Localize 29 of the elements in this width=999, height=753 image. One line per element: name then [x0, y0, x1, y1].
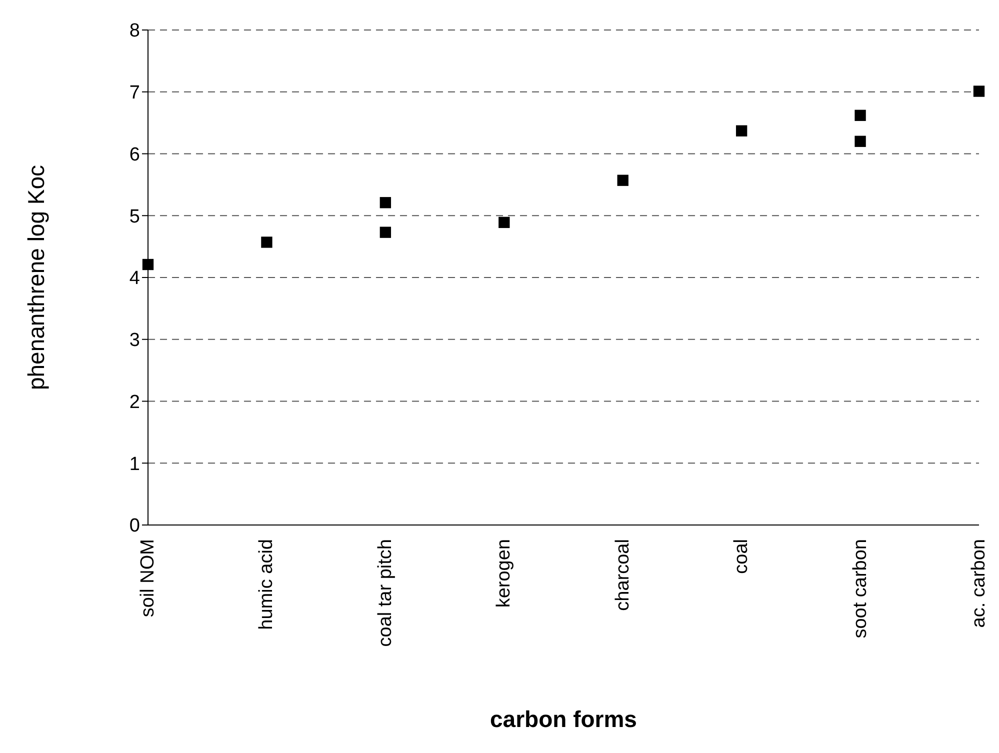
x-tick-label: coal [731, 539, 752, 574]
y-tick-label: 3 [129, 330, 140, 352]
point [380, 226, 392, 238]
point [854, 136, 866, 147]
y-tick-label: 6 [129, 144, 140, 166]
x-axis-title: carbon forms [490, 706, 637, 732]
x-tick-label: kerogen [494, 539, 515, 608]
x-tick-label: charcoal [612, 539, 634, 611]
y-tick-label: 5 [129, 206, 140, 228]
point [854, 110, 866, 121]
point [736, 125, 748, 136]
x-tick-label: soot carbon [850, 539, 871, 638]
y-tick-label: 7 [129, 82, 140, 104]
y-tick-label: 1 [129, 454, 140, 475]
point [142, 258, 154, 270]
y-tick-label: 4 [129, 268, 140, 290]
y-tick-label: 8 [129, 20, 140, 42]
y-tick-label: 2 [129, 392, 140, 413]
y-tick-label: 0 [129, 516, 140, 537]
point [380, 197, 392, 208]
x-tick-label: coal tar pitch [374, 539, 396, 647]
point [617, 174, 628, 186]
y-axis-title: phenanthrene log Koc [23, 164, 50, 390]
x-tick-label: ac. carbon [968, 539, 990, 628]
x-tick-label: humic acid [256, 539, 278, 630]
point [498, 216, 510, 228]
point [261, 236, 272, 248]
x-tick-label: soil NOM [138, 539, 158, 618]
point [973, 86, 985, 97]
